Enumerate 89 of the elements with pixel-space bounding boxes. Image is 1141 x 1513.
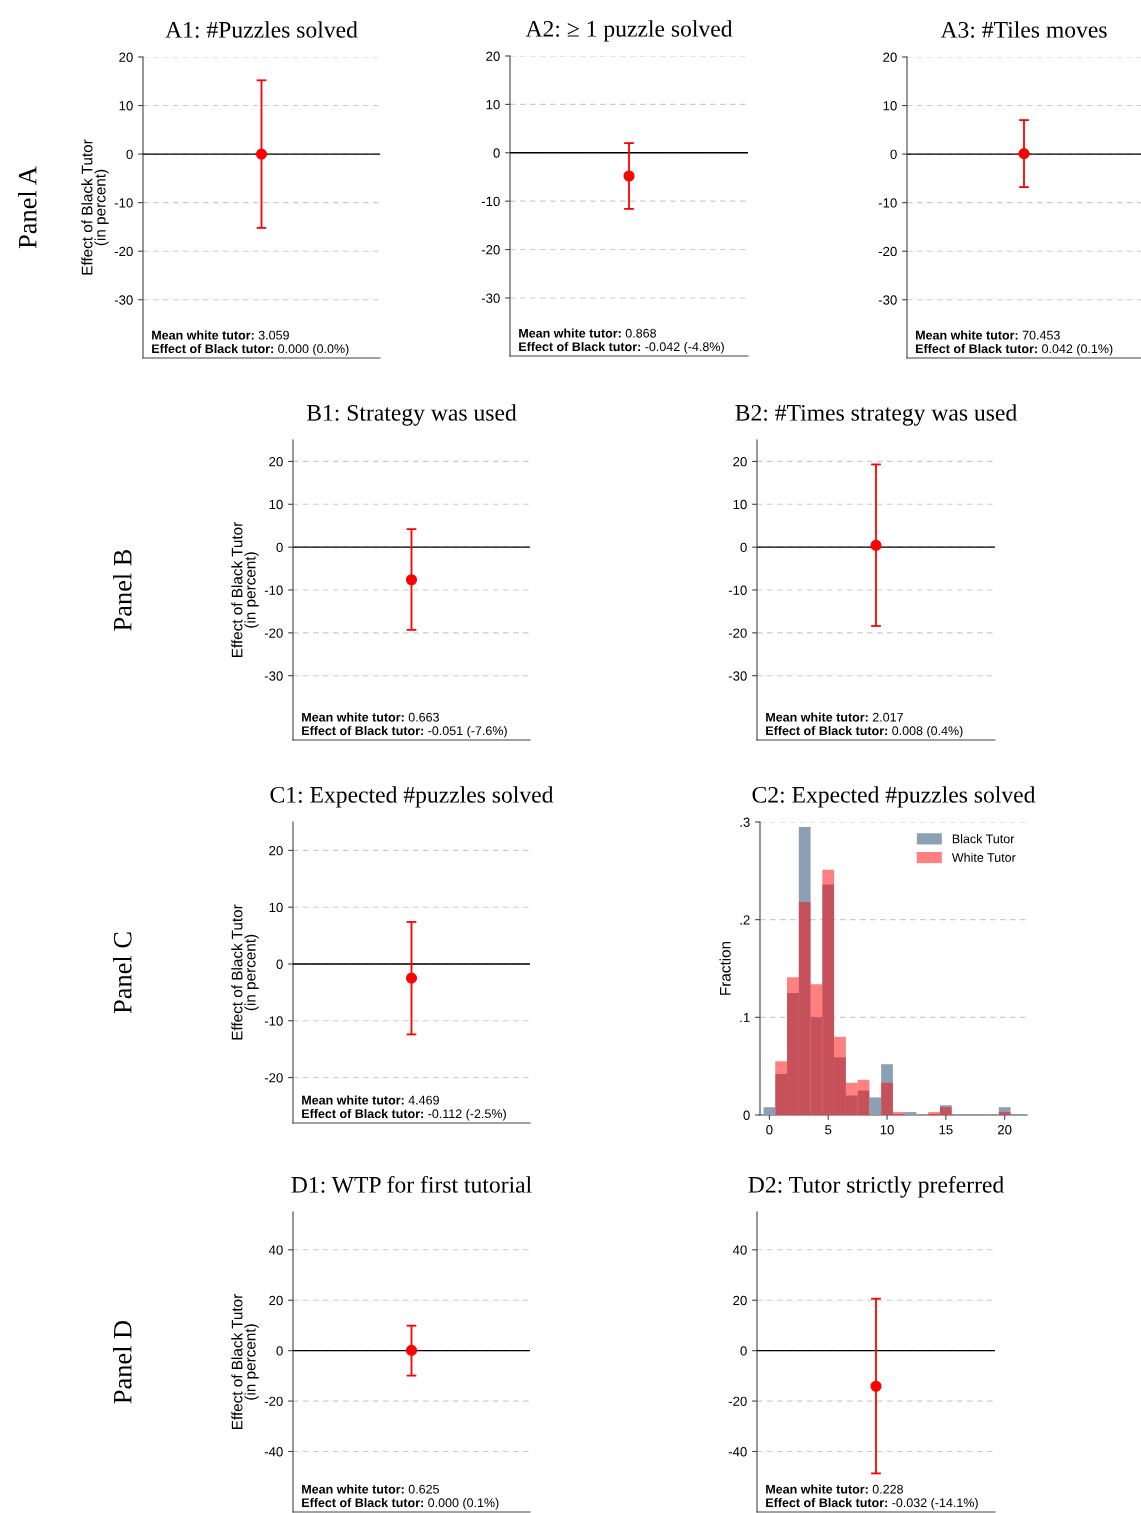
y-tick-label: 20 (269, 1295, 283, 1306)
y-tick-label: -20 (264, 1073, 283, 1083)
y-tick-label: -20 (878, 246, 897, 257)
chart-title: C2: Expected #puzzles solved (752, 786, 1036, 808)
legend-label: White Tutor (951, 852, 1016, 862)
annotation: Effect of Black tutor: 0.042 (0.1%) (916, 343, 1113, 356)
y-tick-label: 10 (733, 499, 747, 510)
chart-title: A3: #Tiles moves (940, 21, 1107, 38)
y-tick-label: -10 (114, 198, 133, 208)
annotation: Effect of Black tutor: -0.042 (-4.8%) (519, 341, 724, 354)
y-tick-label: 0 (743, 1110, 750, 1120)
y-tick-label: -10 (878, 198, 897, 208)
y-tick-label: 20 (269, 845, 283, 856)
y-tick-label: .2 (740, 915, 750, 925)
chart-title: B2: #Times strategy was used (735, 404, 1017, 426)
y-tick-label: -20 (114, 246, 133, 257)
y-tick-label: 0 (126, 149, 133, 160)
y-tick-label: -20 (728, 628, 747, 638)
y-axis-title: Effect of Black Tutor (in percent) (81, 139, 109, 275)
annotation: Mean white tutor: 0.663 (302, 712, 439, 722)
annotation: Mean white tutor: 0.868 (519, 328, 656, 338)
y-tick-label: 0 (276, 542, 283, 553)
annotation: Effect of Black tutor: -0.112 (-2.5%) (302, 1108, 506, 1121)
annotation: Effect of Black tutor: -0.032 (-14.1%) (766, 1497, 978, 1510)
text: Panel A (18, 166, 37, 249)
y-tick-label: -30 (728, 671, 747, 681)
chart-title: A1: #Puzzles solved (165, 21, 358, 38)
y-tick-label: -10 (264, 1016, 283, 1026)
chart-title: B1: Strategy was used (306, 404, 517, 426)
y-tick-label: 20 (733, 457, 747, 467)
y-tick-label: -40 (728, 1447, 747, 1457)
annotation: Effect of Black tutor: 0.008 (0.4%) (766, 725, 963, 738)
y-tick-label: 10 (269, 902, 283, 913)
y-tick-label: -30 (114, 295, 133, 305)
chart-title: A2: ≥ 1 puzzle solved (525, 20, 733, 42)
text: Panel D (113, 1320, 132, 1404)
annotation: Effect of Black tutor: 0.000 (0.1%) (302, 1497, 499, 1510)
y-axis-title: Effect of Black Tutor (in percent) (231, 522, 259, 657)
y-tick-label: 0 (740, 1346, 747, 1356)
y-tick-label: -30 (481, 293, 500, 303)
annotation: Effect of Black tutor: 0.000 (0.0%) (152, 343, 349, 356)
y-tick-label: -20 (728, 1396, 747, 1406)
y-tick-label: -20 (264, 628, 283, 638)
y-tick-label: 20 (119, 52, 133, 62)
y-tick-label: 10 (119, 101, 133, 111)
y-tick-label: 10 (883, 101, 897, 111)
y-tick-label: 0 (276, 959, 283, 969)
annotation: Mean white tutor: 2.017 (766, 712, 903, 722)
y-tick-label: 0 (890, 149, 897, 160)
y-tick-label: 10 (486, 99, 500, 110)
annotation: Mean white tutor: 70.453 (916, 330, 1060, 340)
chart-title: C1: Expected #puzzles solved (270, 786, 554, 808)
y-tick-label: -30 (878, 295, 897, 305)
chart-title: D1: WTP for first tutorial (291, 1175, 532, 1193)
y-tick-label: -10 (264, 585, 283, 595)
x-tick-label: 0 (766, 1125, 773, 1135)
y-tick-label: -10 (728, 585, 747, 595)
y-tick-label: 20 (486, 51, 500, 61)
annotation: Mean white tutor: 0.625 (302, 1484, 439, 1494)
annotation: Mean white tutor: 3.059 (152, 330, 289, 340)
y-tick-label: 20 (269, 457, 283, 467)
chart-title: D2: Tutor strictly preferred (748, 1175, 1004, 1198)
annotation: Mean white tutor: 0.228 (766, 1484, 903, 1494)
text: Panel B (113, 549, 132, 631)
x-tick-label: 20 (997, 1125, 1012, 1135)
x-tick-label: 15 (939, 1125, 953, 1135)
y-tick-label: 0 (740, 542, 747, 553)
y-tick-label: 10 (269, 499, 283, 510)
x-tick-label: 5 (825, 1125, 832, 1135)
y-tick-label: 40 (268, 1245, 283, 1255)
y-tick-label: 0 (493, 148, 500, 158)
y-tick-label: -40 (264, 1447, 283, 1457)
legend-label: Black Tutor (952, 834, 1015, 844)
y-tick-label: 20 (883, 52, 897, 62)
annotation: Effect of Black tutor: -0.051 (-7.6%) (302, 725, 507, 738)
annotation: Mean white tutor: 4.469 (302, 1095, 439, 1105)
y-tick-label: .1 (740, 1013, 750, 1023)
y-tick-label: -10 (481, 196, 500, 207)
y-axis-title: Fraction (719, 941, 731, 995)
y-tick-label: 0 (276, 1346, 283, 1356)
y-axis-title: Effect of Black Tutor (in percent) (231, 904, 259, 1040)
y-tick-label: -30 (264, 671, 283, 681)
y-tick-label: -20 (264, 1396, 283, 1406)
text: Panel C (113, 932, 132, 1014)
y-tick-label: -20 (481, 245, 500, 255)
y-tick-label: 40 (732, 1245, 747, 1255)
y-axis-title: Effect of Black Tutor (in percent) (231, 1294, 259, 1429)
y-tick-label: 20 (733, 1295, 747, 1306)
y-tick-label: .3 (740, 817, 750, 827)
